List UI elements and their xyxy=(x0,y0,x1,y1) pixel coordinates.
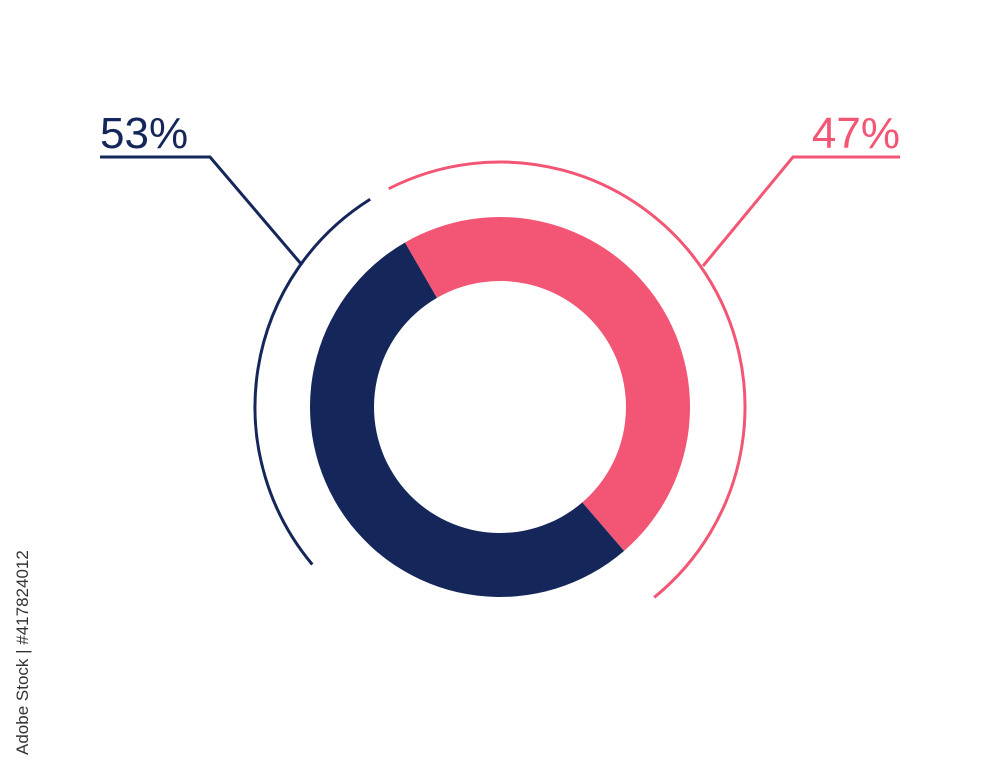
outer-arc xyxy=(388,160,747,599)
watermark: Adobe Stock | #417824012 xyxy=(13,550,32,755)
donut-segment xyxy=(310,242,625,597)
value-label: 53% xyxy=(100,109,188,158)
donut-segment xyxy=(405,216,691,551)
leader-line xyxy=(100,155,304,266)
value-label: 47% xyxy=(812,109,900,158)
leader-line xyxy=(701,155,900,267)
outer-arc xyxy=(253,197,371,566)
